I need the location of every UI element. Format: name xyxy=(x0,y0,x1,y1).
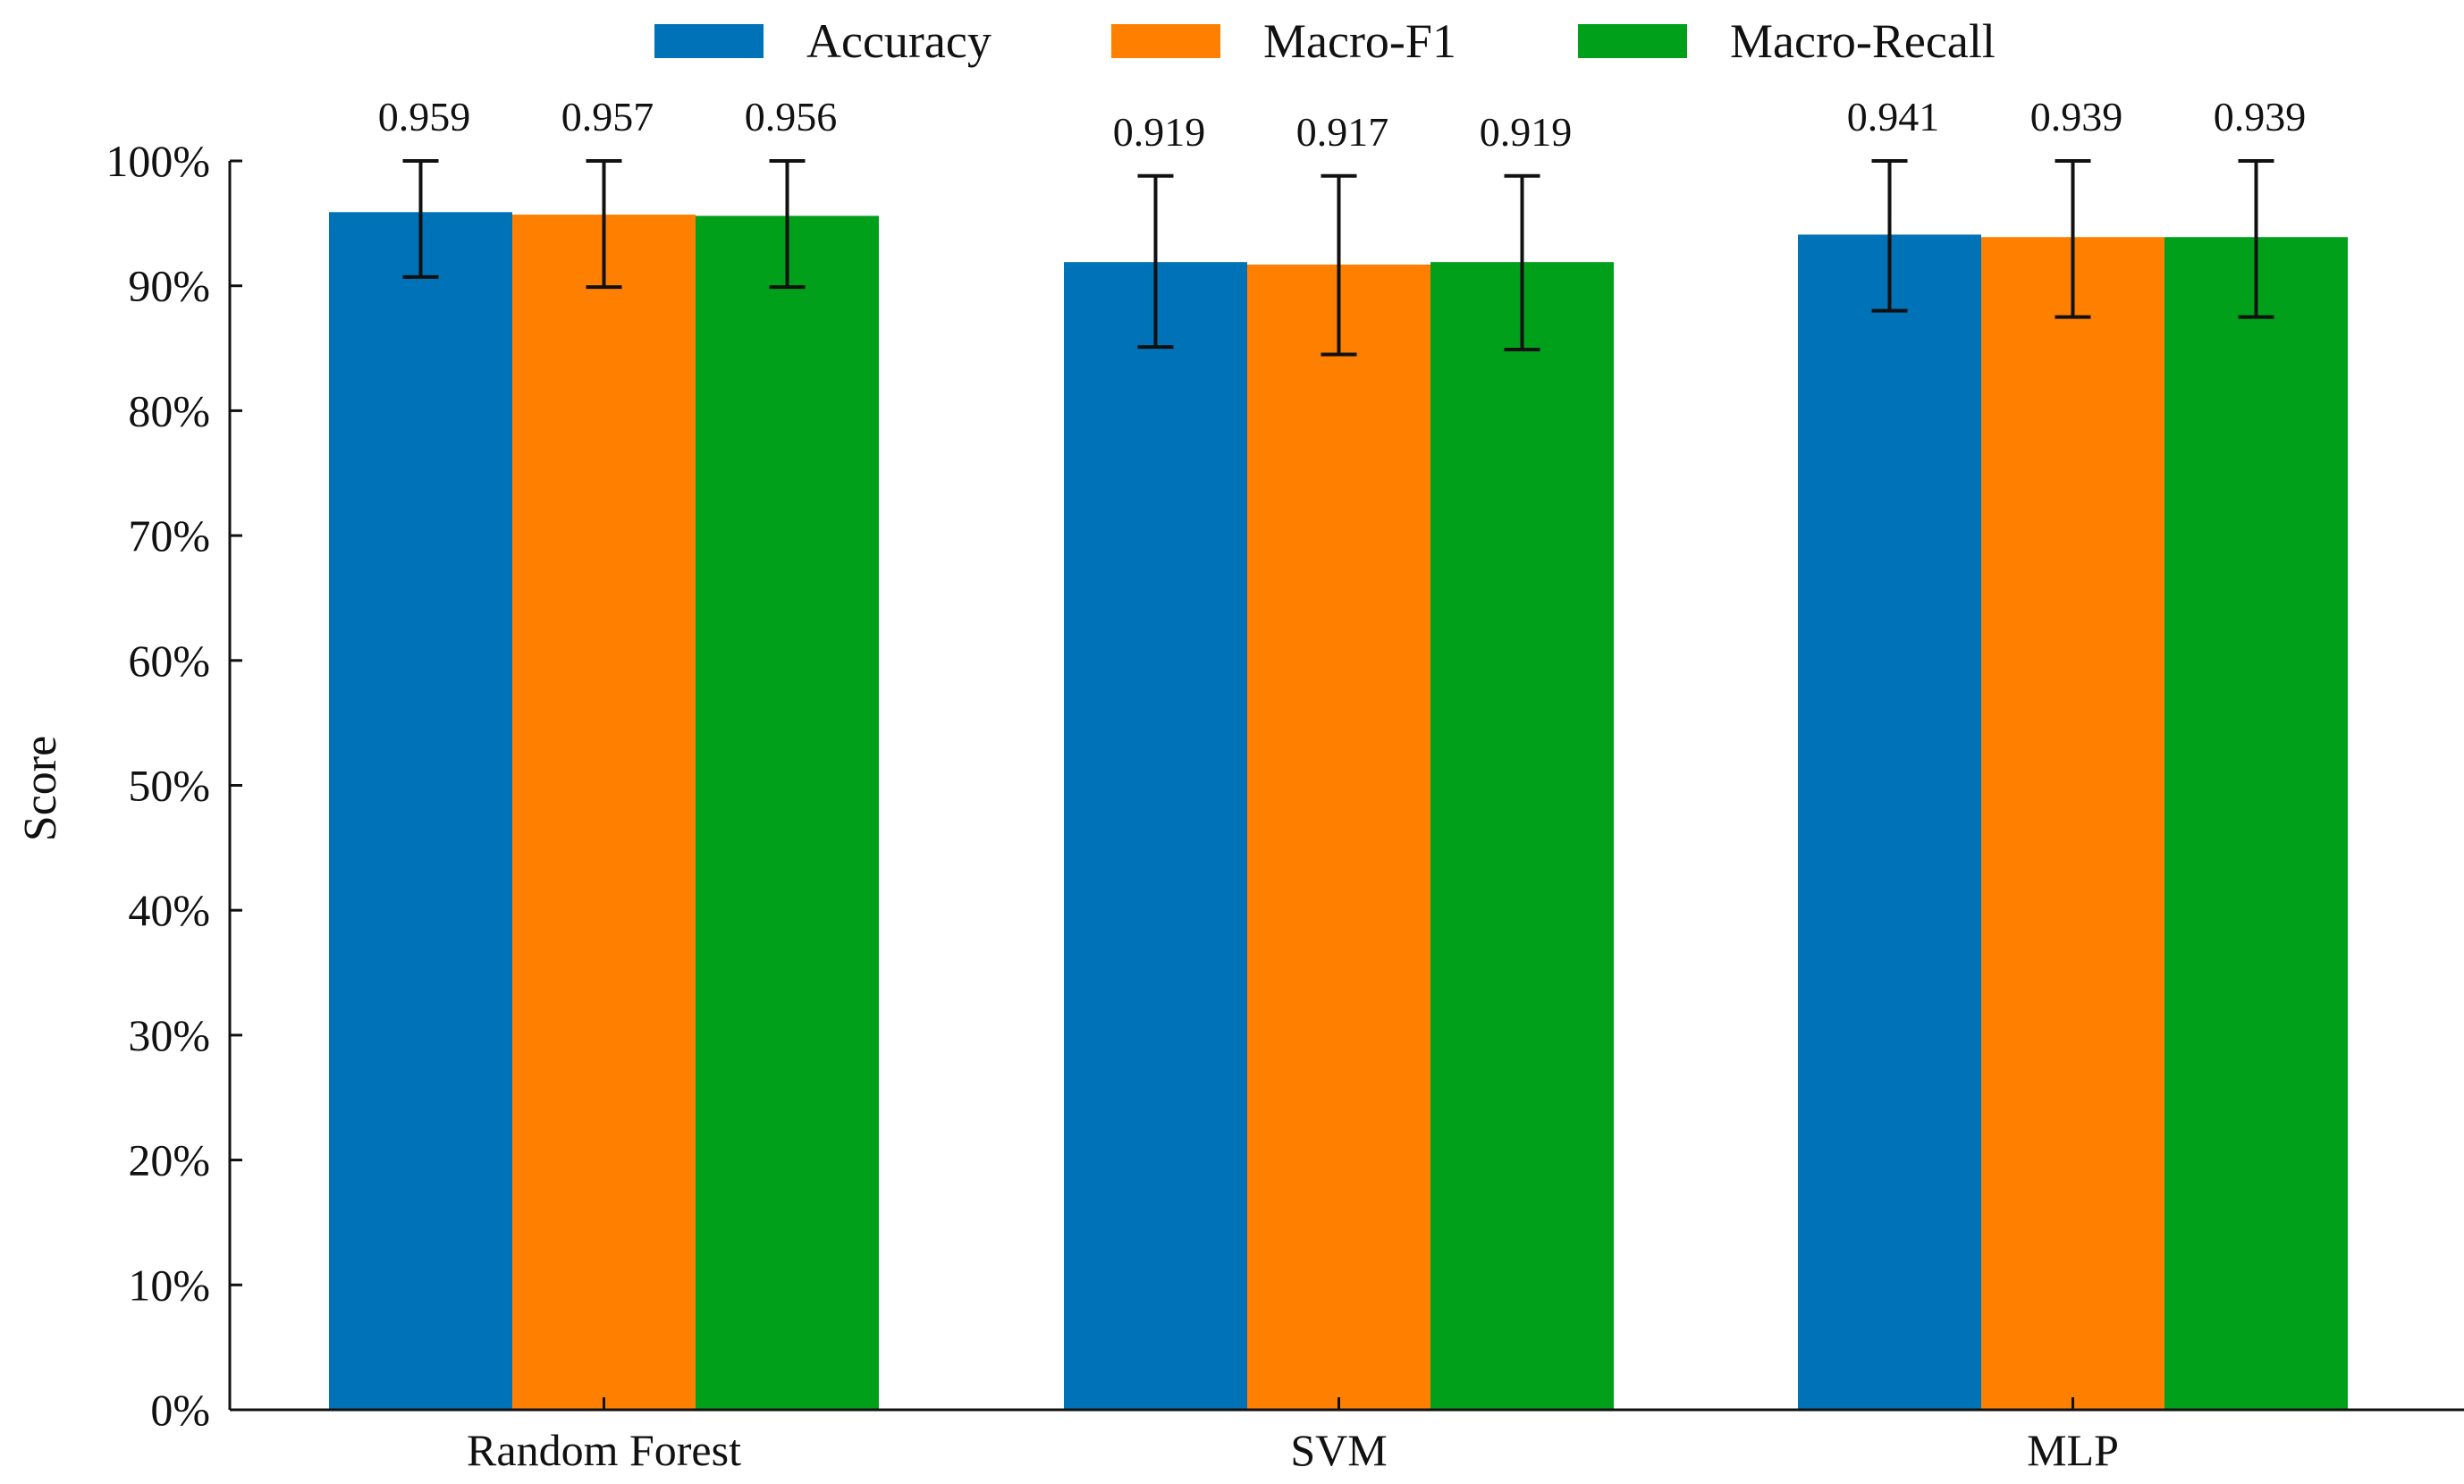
y-tick-label-2: 20% xyxy=(128,1135,210,1185)
legend-swatch-macro-recall xyxy=(1578,24,1687,58)
bar-macro-recall-mlp xyxy=(2164,237,2348,1410)
y-tick-label-9: 90% xyxy=(128,261,210,311)
bar-macro-f1-svm xyxy=(1247,264,1430,1411)
value-label-accuracy-svm: 0.919 xyxy=(1113,109,1206,155)
bar-macro-recall-random-forest xyxy=(696,215,879,1410)
y-tick-label-6: 60% xyxy=(128,636,210,686)
y-tick-label-5: 50% xyxy=(128,761,210,811)
value-label-accuracy-random-forest: 0.959 xyxy=(378,94,471,139)
value-label-accuracy-mlp: 0.941 xyxy=(1847,94,1940,139)
y-tick-label-3: 30% xyxy=(128,1010,210,1060)
y-tick-label-10: 100% xyxy=(105,136,210,186)
value-label-macro-recall-random-forest: 0.956 xyxy=(745,94,838,139)
y-tick-label-7: 70% xyxy=(128,510,210,561)
legend: Accuracy Macro-F1 Macro-Recall xyxy=(0,13,2464,70)
bar-accuracy-random-forest xyxy=(329,212,512,1411)
x-tick-label-mlp: MLP xyxy=(2027,1425,2119,1475)
value-label-macro-f1-random-forest: 0.957 xyxy=(561,94,654,139)
x-tick-label-random-forest: Random Forest xyxy=(467,1425,741,1475)
bar-macro-recall-svm xyxy=(1430,262,1614,1411)
value-label-macro-f1-svm: 0.917 xyxy=(1296,109,1389,155)
legend-label-macro-f1: Macro-F1 xyxy=(1263,14,1456,68)
y-tick-label-4: 40% xyxy=(128,885,210,935)
value-label-macro-recall-mlp: 0.939 xyxy=(2214,94,2307,139)
legend-item-macro-f1: Macro-F1 xyxy=(1111,13,1456,70)
y-tick-label-0: 0% xyxy=(150,1385,210,1435)
bar-accuracy-mlp xyxy=(1798,234,1981,1411)
y-tick-label-8: 80% xyxy=(128,385,210,435)
y-tick-label-1: 10% xyxy=(128,1260,210,1310)
bar-macro-f1-mlp xyxy=(1981,237,2164,1410)
legend-label-accuracy: Accuracy xyxy=(806,14,992,68)
legend-item-accuracy: Accuracy xyxy=(654,13,992,70)
value-label-macro-f1-mlp: 0.939 xyxy=(2030,94,2123,139)
bar-macro-f1-random-forest xyxy=(512,215,696,1410)
legend-swatch-accuracy xyxy=(654,24,764,58)
value-label-macro-recall-svm: 0.919 xyxy=(1480,109,1573,155)
bar-accuracy-svm xyxy=(1064,262,1247,1411)
legend-swatch-macro-f1 xyxy=(1111,24,1220,58)
x-tick-label-svm: SVM xyxy=(1290,1425,1387,1475)
legend-label-macro-recall: Macro-Recall xyxy=(1730,14,1996,68)
plot-area: 0.959 0.919 0.941 0.957 0.917 0.939 0.956 0.919… xyxy=(105,94,2464,1475)
legend-item-macro-recall: Macro-Recall xyxy=(1578,13,1996,70)
y-axis-title: Score xyxy=(15,736,66,841)
